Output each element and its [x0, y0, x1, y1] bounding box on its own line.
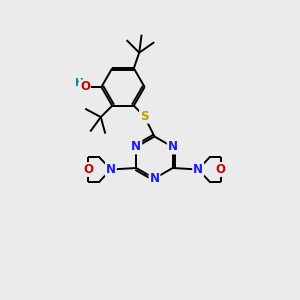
- Text: N: N: [193, 163, 203, 176]
- Text: O: O: [80, 80, 90, 94]
- Text: O: O: [83, 163, 93, 176]
- Text: N: N: [149, 172, 160, 185]
- Text: N: N: [106, 163, 116, 176]
- Text: S: S: [140, 110, 148, 123]
- Text: O: O: [216, 163, 226, 176]
- Text: N: N: [168, 140, 178, 154]
- Text: N: N: [131, 140, 141, 154]
- Text: H: H: [75, 78, 84, 88]
